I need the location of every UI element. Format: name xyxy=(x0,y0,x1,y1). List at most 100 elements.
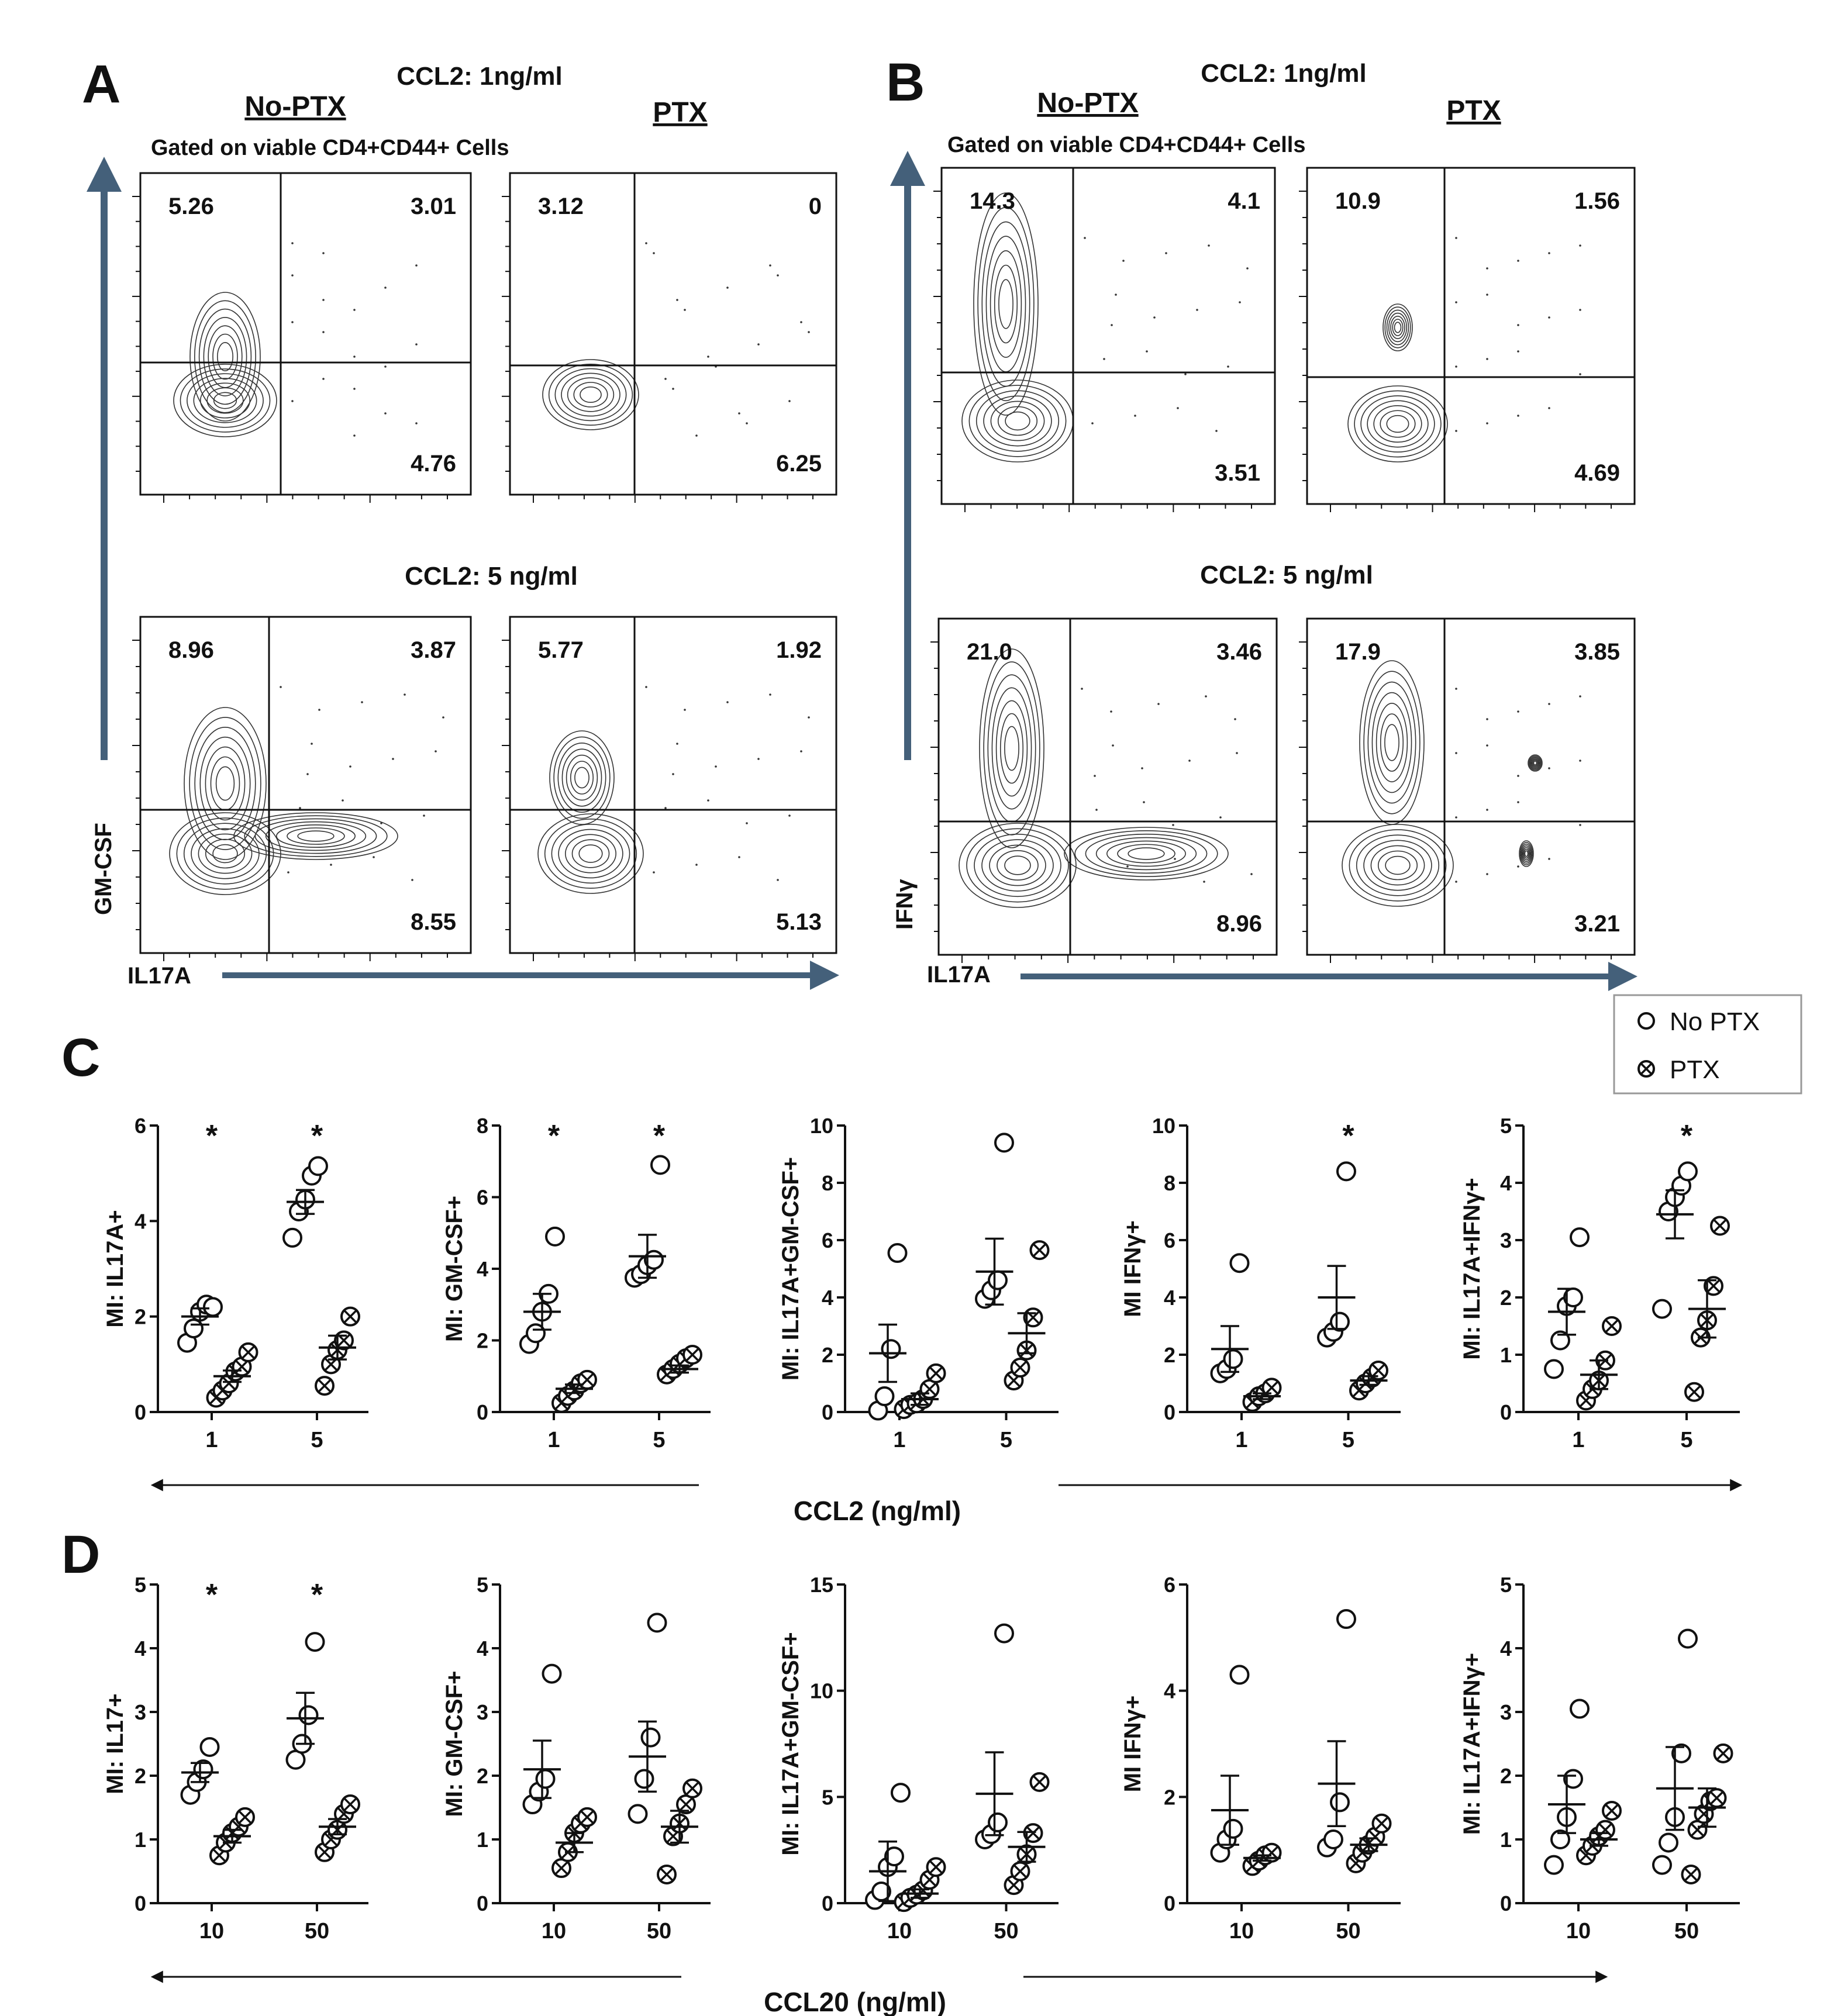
b-bottom-ptx-contour xyxy=(1385,855,1411,875)
no-ptx-point xyxy=(1544,1359,1564,1379)
y-tick-label: 5 xyxy=(1500,1114,1512,1138)
y-tick-label: 2 xyxy=(1164,1785,1175,1809)
y-axis-label: MI: IL17+ xyxy=(102,1693,128,1794)
b-bottom-ptx-contour xyxy=(1367,681,1416,804)
a-top-noptx-contour xyxy=(189,292,261,422)
d-axis-title: CCL20 (ng/ml) xyxy=(764,1987,946,2016)
b-bottom-noptx-event-dot xyxy=(1236,752,1238,754)
b-bottom-ptx-event-dot xyxy=(1486,744,1488,747)
b-top-noptx-contour xyxy=(981,221,1030,387)
a-top-noptx-event-dot xyxy=(291,400,294,402)
x-category-label: 1 xyxy=(893,1428,905,1452)
ptx-point xyxy=(1602,1800,1622,1821)
b-top-ptx-contour xyxy=(1383,303,1413,351)
y-tick-label: 4 xyxy=(477,1257,488,1281)
b-top-ptx-frame xyxy=(1306,167,1636,505)
a-bottom-noptx-contour xyxy=(215,766,235,801)
b-top-ptx-event-dot xyxy=(1486,267,1488,270)
b-top-ptx-upper-left-percent: 10.9 xyxy=(1335,188,1381,214)
chart-c-5: 0 1 2 3 4 5 MI: IL17A+IFNγ+ 1 5 * xyxy=(1459,1114,1740,1452)
no-ptx-point xyxy=(994,1623,1014,1644)
a-top-noptx-event-dot xyxy=(353,434,356,437)
x-category-label: 10 xyxy=(1229,1919,1254,1943)
b-bottom-ptx-event-dot xyxy=(1548,767,1550,769)
no-ptx-point xyxy=(535,1769,556,1789)
a-bottom-noptx-event-dot xyxy=(318,709,320,711)
ptx-point-cross xyxy=(1716,1746,1730,1760)
a-condition-top: CCL2: 1ng/ml xyxy=(397,62,563,91)
chart-d-4: 0 2 4 6 MI IFNγ+ 10 50 xyxy=(1120,1573,1401,1943)
a-top-noptx-event-dot xyxy=(291,321,294,323)
a-bottom-noptx-event-dot xyxy=(435,750,437,752)
b-top-noptx-upper-right-percent: 4.1 xyxy=(1228,188,1260,214)
b-top-ptx-contour xyxy=(1386,415,1409,433)
a-top-noptx-contour xyxy=(198,308,252,405)
y-tick-label: 6 xyxy=(1164,1228,1175,1252)
a-bottom-noptx-contour xyxy=(254,818,377,854)
a-top-ptx-event-dot xyxy=(800,321,802,323)
b-bottom-noptx-event-dot xyxy=(1143,801,1145,803)
a-top-ptx-event-dot xyxy=(769,264,771,267)
b-top-ptx-event-dot xyxy=(1486,294,1488,296)
b-top-ptx-event-dot xyxy=(1579,373,1581,375)
significance-marker: * xyxy=(206,1578,218,1612)
x-category-label: 50 xyxy=(305,1919,329,1943)
y-tick-label: 2 xyxy=(477,1764,488,1788)
a-bottom-ptx-contour xyxy=(574,767,589,789)
a-bottom-ptx-event-dot xyxy=(695,864,698,866)
b-y-marker-label: IFNγ xyxy=(892,879,918,930)
ptx-point-cross xyxy=(685,1348,699,1362)
no-ptx-point xyxy=(308,1156,328,1176)
a-top-noptx-event-dot xyxy=(322,252,325,254)
ptx-point xyxy=(676,1794,696,1815)
y-tick-label: 0 xyxy=(1164,1891,1175,1915)
a-bottom-ptx-event-dot xyxy=(653,871,655,874)
b-bottom-ptx-contour xyxy=(1370,845,1425,886)
x-category-label: 1 xyxy=(205,1428,218,1452)
b-bottom-ptx-event-dot xyxy=(1517,710,1519,713)
y-tick-label: 5 xyxy=(135,1573,146,1597)
b-bottom-noptx-contour xyxy=(997,850,1039,881)
b-bottom-noptx-event-dot xyxy=(1219,816,1222,819)
y-tick-label: 2 xyxy=(1500,1764,1512,1788)
no-ptx-point xyxy=(891,1783,911,1803)
b-condition-bottom: CCL2: 5 ng/ml xyxy=(1200,561,1373,589)
no-ptx-point xyxy=(1678,1161,1698,1182)
a-top-noptx-upper-right-percent: 3.01 xyxy=(411,194,456,219)
a-bottom-noptx-contour xyxy=(191,828,260,879)
ptx-point xyxy=(1029,1240,1050,1261)
ptx-point xyxy=(926,1857,946,1877)
a-bottom-noptx-contour xyxy=(275,824,356,848)
no-ptx-point xyxy=(1229,1665,1250,1685)
y-tick-label: 10 xyxy=(810,1114,833,1138)
scatter-charts: 0 2 4 6 MI: IL17A+ 1 * 5 * 0 2 4 6 8 MI: GM-CSF+ 1 * 5 * 0 2… xyxy=(102,1114,1740,1943)
a-bottom-ptx-contour xyxy=(557,743,606,813)
b-top-noptx-event-dot xyxy=(1111,324,1113,326)
ptx-point-cross xyxy=(1605,1319,1619,1333)
y-tick-label: 4 xyxy=(135,1637,146,1661)
a-bottom-noptx-event-dot xyxy=(342,799,344,802)
y-tick-label: 0 xyxy=(477,1400,488,1424)
b-bottom-noptx-contour xyxy=(1074,830,1218,877)
a-bottom-noptx-contour xyxy=(194,727,256,841)
a-bottom-ptx-contour xyxy=(564,834,616,874)
a-top-ptx-contour xyxy=(542,359,639,430)
a-top-ptx-event-dot xyxy=(684,309,686,311)
y-tick-label: 0 xyxy=(1500,1891,1512,1915)
b-bottom-ptx-upper-right-percent: 3.85 xyxy=(1574,639,1620,665)
b-bottom-ptx-contour xyxy=(1530,757,1540,769)
b-top-noptx-contour xyxy=(997,406,1038,436)
b-col-ptx: PTX xyxy=(1446,95,1501,126)
x-category-label: 10 xyxy=(1566,1919,1591,1943)
a-bottom-ptx-upper-left-percent: 5.77 xyxy=(538,637,584,663)
no-ptx-point xyxy=(640,1727,661,1748)
b-top-noptx-contour xyxy=(1005,411,1030,431)
b-top-noptx-event-dot xyxy=(1103,358,1105,360)
y-tick-label: 5 xyxy=(822,1785,833,1809)
b-bottom-ptx-contour xyxy=(1522,847,1530,861)
b-bottom-noptx-event-dot xyxy=(1112,744,1114,747)
y-tick-label: 8 xyxy=(822,1171,833,1195)
ptx-point-cross xyxy=(1713,1219,1727,1233)
b-top-noptx-contour xyxy=(973,192,1039,416)
b-bottom-ptx-event-dot xyxy=(1486,809,1488,811)
